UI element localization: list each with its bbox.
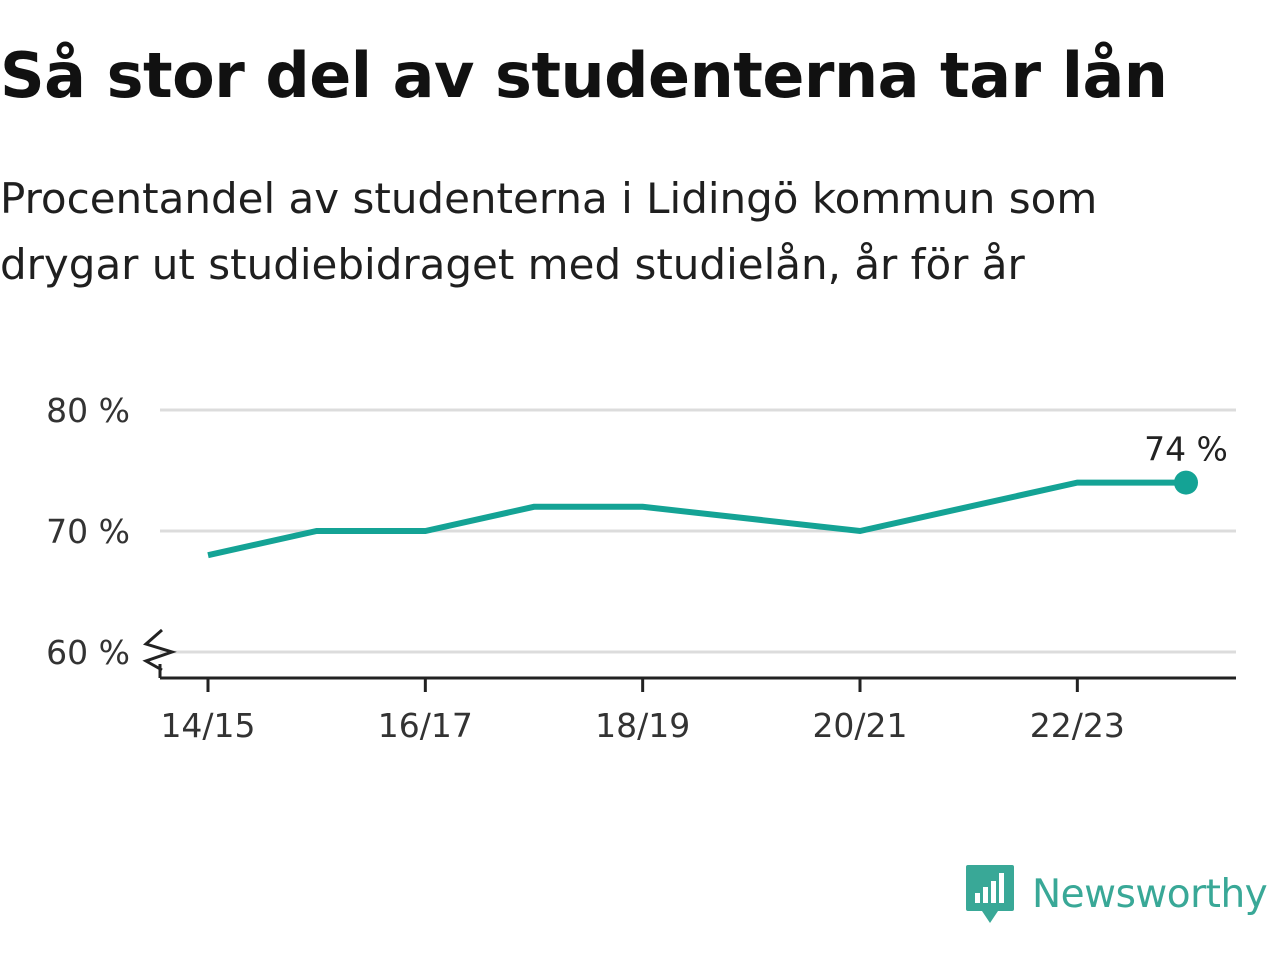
y-tick-label: 80 % (46, 391, 130, 430)
x-tick-label: 20/21 (812, 706, 907, 745)
x-tick-label: 22/23 (1030, 706, 1125, 745)
chart-title: Så stor del av studenterna tar lån (0, 39, 1168, 112)
x-axis (142, 628, 1236, 692)
y-axis-labels: 60 % 70 % 80 % (46, 391, 130, 672)
newsworthy-logo-icon (966, 865, 1014, 923)
end-point-marker (1174, 470, 1198, 495)
end-value-label: 74 % (1144, 430, 1228, 469)
x-axis-labels: 14/15 16/17 18/19 20/21 22/23 (160, 706, 1124, 745)
series: 74 % (207, 430, 1228, 559)
logo-text: Newsworthy (1032, 871, 1268, 917)
y-tick-label: 70 % (46, 512, 130, 551)
chart-subtitle: Procentandel av studenterna i Lidingö ko… (0, 174, 1098, 289)
x-tick-label: 14/15 (160, 706, 255, 745)
y-tick-label: 60 % (46, 633, 130, 672)
x-tick-label: 18/19 (595, 706, 690, 745)
series-line (207, 479, 1186, 559)
axis-break-icon (142, 628, 177, 672)
newsworthy-logo: Newsworthy (964, 862, 1268, 926)
x-tick-label: 16/17 (378, 706, 473, 745)
